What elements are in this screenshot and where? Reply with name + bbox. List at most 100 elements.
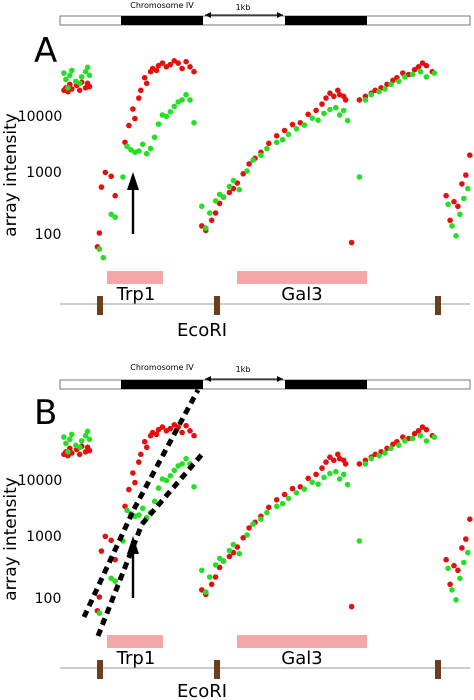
data-point-green-b-54 — [321, 474, 327, 481]
y-axis-label-a: array intensity — [1, 113, 21, 237]
data-point-green-b-53 — [315, 481, 321, 488]
data-point-red-a-2 — [65, 88, 71, 95]
data-point-green-b-26 — [163, 477, 170, 484]
data-point-red-b-13 — [98, 548, 105, 554]
data-point-green-a-0 — [61, 70, 67, 76]
ecori-site-mark-a-3 — [435, 296, 441, 315]
gene-label-trp1-a: Trp1 — [116, 284, 156, 305]
data-point-red-a-13 — [98, 184, 105, 190]
y-tick-10000-b: 10000 — [18, 473, 63, 489]
data-point-green-b-8 — [82, 432, 89, 439]
data-point-green-a-22 — [147, 145, 154, 152]
data-point-red-a-20 — [132, 115, 138, 122]
data-point-red-b-19 — [130, 470, 136, 476]
data-point-green-a-54 — [321, 110, 327, 117]
data-point-green-b-24 — [155, 485, 162, 491]
data-point-red-b-33 — [175, 424, 181, 430]
data-point-green-a-32 — [187, 97, 193, 103]
data-point-green-b-11 — [96, 610, 103, 616]
gene-bar-gal3-a — [237, 271, 367, 284]
data-point-red-b-67 — [356, 461, 363, 467]
data-point-green-a-10 — [86, 72, 93, 79]
data-point-red-a-77 — [411, 66, 418, 73]
data-point-green-a-14 — [112, 214, 118, 220]
data-point-green-a-43 — [244, 168, 250, 174]
data-point-green-b-6 — [76, 444, 83, 451]
data-point-green-b-44 — [250, 521, 256, 527]
ecori-site-mark-a-1 — [97, 296, 103, 315]
data-point-green-a-1 — [63, 76, 69, 83]
data-point-green-b-58 — [340, 471, 347, 478]
data-point-green-b-23 — [151, 498, 158, 505]
chromosome-segment-2-b — [285, 380, 367, 389]
data-point-green-a-53 — [315, 117, 321, 123]
data-point-red-b-37 — [191, 432, 197, 439]
data-point-red-a-10 — [86, 83, 93, 90]
data-point-red-a-12 — [96, 230, 103, 236]
data-point-green-a-11 — [96, 246, 103, 252]
data-point-green-b-69 — [417, 432, 424, 439]
data-point-red-a-27 — [153, 67, 160, 74]
data-point-green-a-12 — [100, 254, 107, 261]
data-point-red-a-42 — [216, 200, 223, 207]
data-point-red-a-53 — [281, 127, 288, 134]
data-point-green-b-62 — [368, 455, 375, 462]
data-point-green-a-67 — [402, 74, 408, 80]
data-point-green-a-55 — [327, 106, 333, 113]
data-point-red-b-2 — [65, 452, 71, 459]
chromosome-segment-1-b — [121, 380, 203, 389]
data-point-green-a-40 — [226, 183, 233, 190]
data-point-green-a-28 — [171, 103, 178, 110]
data-point-green-b-47 — [273, 503, 280, 510]
data-point-green-a-15 — [120, 174, 126, 180]
data-point-red-b-80 — [423, 426, 430, 433]
data-point-green-a-33 — [191, 120, 197, 126]
data-point-red-b-40 — [208, 581, 215, 588]
data-point-red-b-36 — [187, 428, 193, 434]
scale-arrow-left-head-a — [205, 12, 211, 18]
data-point-green-a-30 — [179, 97, 185, 103]
data-point-red-a-67 — [356, 97, 363, 103]
data-point-red-a-33 — [175, 60, 181, 66]
data-point-red-b-48 — [246, 525, 252, 531]
data-point-green-b-70 — [423, 438, 430, 444]
data-point-green-a-59 — [344, 117, 351, 124]
data-point-green-b-43 — [244, 532, 250, 538]
gene-label-gal3-a: Gal3 — [281, 284, 322, 305]
data-point-green-b-31 — [183, 455, 189, 462]
data-point-green-b-30 — [179, 461, 185, 467]
data-point-red-b-59 — [323, 459, 329, 465]
data-point-red-a-47 — [240, 171, 246, 177]
data-point-green-a-57 — [336, 112, 343, 118]
data-point-red-a-6 — [76, 87, 83, 94]
y-tick-1000-a: 1000 — [26, 165, 62, 181]
data-point-green-b-2 — [65, 449, 71, 455]
data-point-red-a-58 — [319, 101, 325, 107]
data-point-red-a-60 — [327, 90, 333, 96]
data-point-green-b-16 — [124, 507, 130, 514]
data-point-green-a-7 — [78, 74, 85, 80]
data-point-red-a-18 — [126, 122, 132, 129]
gene-label-trp1-b: Trp1 — [116, 648, 156, 669]
data-point-green-a-77 — [465, 185, 471, 192]
data-point-green-b-27 — [167, 473, 174, 479]
data-point-red-b-31 — [167, 425, 174, 432]
data-point-red-a-22 — [138, 87, 144, 94]
data-point-green-b-48 — [279, 500, 286, 507]
data-point-green-a-49 — [285, 131, 292, 138]
data-point-green-b-45 — [258, 516, 264, 522]
chromosome-bar-b — [59, 379, 471, 390]
data-point-red-b-82 — [443, 556, 449, 563]
data-point-green-a-3 — [67, 72, 73, 79]
data-point-green-b-34 — [199, 567, 205, 574]
data-point-red-b-29 — [159, 424, 166, 430]
data-point-green-a-72 — [445, 201, 451, 208]
data-point-green-b-63 — [376, 452, 382, 459]
dotted-line-lower-red-b — [81, 507, 137, 619]
data-point-green-a-34 — [199, 203, 205, 210]
data-point-green-b-42 — [236, 550, 243, 557]
data-point-red-b-57 — [313, 471, 319, 478]
chromosome-segment-2-a — [285, 16, 367, 25]
y-tick-10000-a: 10000 — [18, 109, 63, 125]
data-point-red-a-31 — [167, 61, 174, 68]
